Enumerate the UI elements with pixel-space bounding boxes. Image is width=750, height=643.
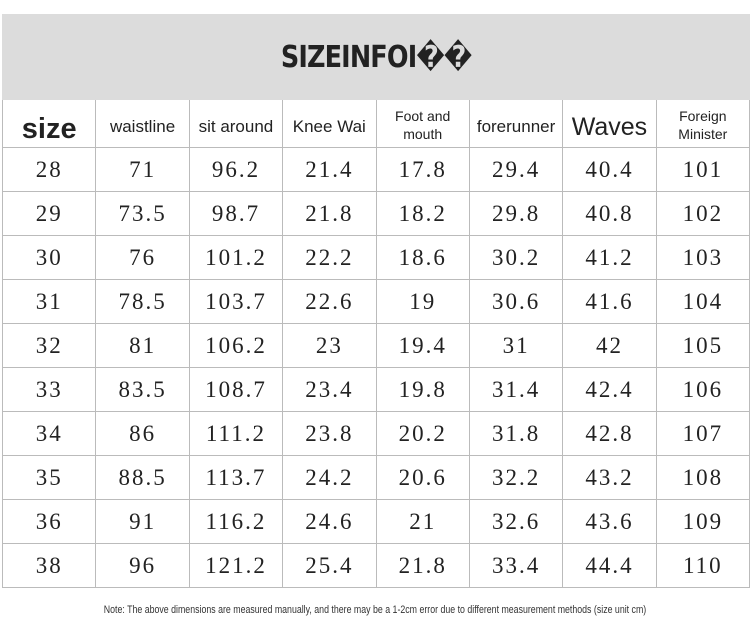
table-cell: 19.8 [376, 368, 470, 412]
table-cell: 71 [96, 148, 190, 192]
table-cell: 30.6 [469, 280, 564, 324]
column-header: waistline [96, 100, 190, 148]
table-cell: 29.8 [469, 192, 564, 236]
table-cell: 81 [96, 324, 190, 368]
table-cell: 17.8 [376, 148, 470, 192]
table-cell: 104 [656, 280, 750, 324]
table-cell: 113.7 [189, 456, 284, 500]
table-cell: 83.5 [96, 368, 190, 412]
table-cell: 20.6 [376, 456, 470, 500]
table-cell: 103.7 [189, 280, 284, 324]
table-cell: 106.2 [189, 324, 284, 368]
table-cell: 111.2 [189, 412, 284, 456]
table-cell: 98.7 [189, 192, 284, 236]
table-cell: 76 [96, 236, 190, 280]
table-cell: 88.5 [96, 456, 190, 500]
table-cell: 108.7 [189, 368, 284, 412]
table-cell: 35 [3, 456, 97, 500]
title: SIZEINFOI�� [280, 39, 472, 75]
table-cell: 43.6 [563, 500, 657, 544]
table-cell: 107 [656, 412, 750, 456]
size-table: size waistline sit around Knee Wai Foot and … [2, 100, 750, 588]
column-header: Foot and mouth [376, 100, 470, 148]
table-cell: 30 [3, 236, 97, 280]
table-cell: 41.2 [563, 236, 657, 280]
table-cell: 24.6 [283, 500, 377, 544]
table-cell: 32.2 [469, 456, 564, 500]
table-cell: 36 [3, 500, 97, 544]
table-cell: 23.4 [283, 368, 377, 412]
table-cell: 31.8 [469, 412, 564, 456]
table-cell: 102 [656, 192, 750, 236]
table-cell: 24.2 [283, 456, 377, 500]
table-cell: 106 [656, 368, 750, 412]
table-cell: 40.8 [563, 192, 657, 236]
table-cell: 42.8 [563, 412, 657, 456]
table-cell: 42 [563, 324, 657, 368]
table-cell: 29 [3, 192, 97, 236]
table-cell: 44.4 [563, 544, 657, 588]
header-band: SIZEINFOI�� [2, 14, 750, 100]
table-cell: 110 [656, 544, 750, 588]
column-header: Foreign Minister [656, 100, 750, 148]
column-header: size [3, 100, 97, 148]
table-cell: 34 [3, 412, 97, 456]
table-cell: 32 [3, 324, 97, 368]
table-cell: 86 [96, 412, 190, 456]
table-cell: 43.2 [563, 456, 657, 500]
table-cell: 18.2 [376, 192, 470, 236]
table-cell: 121.2 [189, 544, 284, 588]
table-cell: 73.5 [96, 192, 190, 236]
column-header: Knee Wai [283, 100, 377, 148]
table-cell: 21.4 [283, 148, 377, 192]
note: Note: The above dimensions are measured … [103, 604, 647, 616]
table-cell: 116.2 [189, 500, 284, 544]
table-cell: 101 [656, 148, 750, 192]
table-cell: 78.5 [96, 280, 190, 324]
table-cell: 23 [283, 324, 377, 368]
table-cell: 91 [96, 500, 190, 544]
table-cell: 42.4 [563, 368, 657, 412]
table-cell: 33 [3, 368, 97, 412]
table-cell: 19.4 [376, 324, 470, 368]
table-cell: 109 [656, 500, 750, 544]
table-cell: 40.4 [563, 148, 657, 192]
table-cell: 30.2 [469, 236, 564, 280]
table-cell: 23.8 [283, 412, 377, 456]
table-cell: 29.4 [469, 148, 564, 192]
table-cell: 31.4 [469, 368, 564, 412]
column-header: sit around [189, 100, 284, 148]
table-cell: 101.2 [189, 236, 284, 280]
table-cell: 21.8 [283, 192, 377, 236]
column-header: Waves [563, 100, 657, 148]
table-cell: 21.8 [376, 544, 470, 588]
table-cell: 31 [3, 280, 97, 324]
table-cell: 21 [376, 500, 470, 544]
table-cell: 28 [3, 148, 97, 192]
table-cell: 38 [3, 544, 97, 588]
table-cell: 32.6 [469, 500, 564, 544]
table-cell: 105 [656, 324, 750, 368]
table-cell: 96 [96, 544, 190, 588]
table-cell: 22.2 [283, 236, 377, 280]
table-cell: 18.6 [376, 236, 470, 280]
table-cell: 96.2 [189, 148, 284, 192]
table-cell: 25.4 [283, 544, 377, 588]
table-cell: 31 [469, 324, 564, 368]
table-cell: 22.6 [283, 280, 377, 324]
table-cell: 108 [656, 456, 750, 500]
table-cell: 19 [376, 280, 470, 324]
table-cell: 33.4 [469, 544, 564, 588]
table-cell: 103 [656, 236, 750, 280]
table-cell: 41.6 [563, 280, 657, 324]
column-header: forerunner [469, 100, 564, 148]
table-cell: 20.2 [376, 412, 470, 456]
